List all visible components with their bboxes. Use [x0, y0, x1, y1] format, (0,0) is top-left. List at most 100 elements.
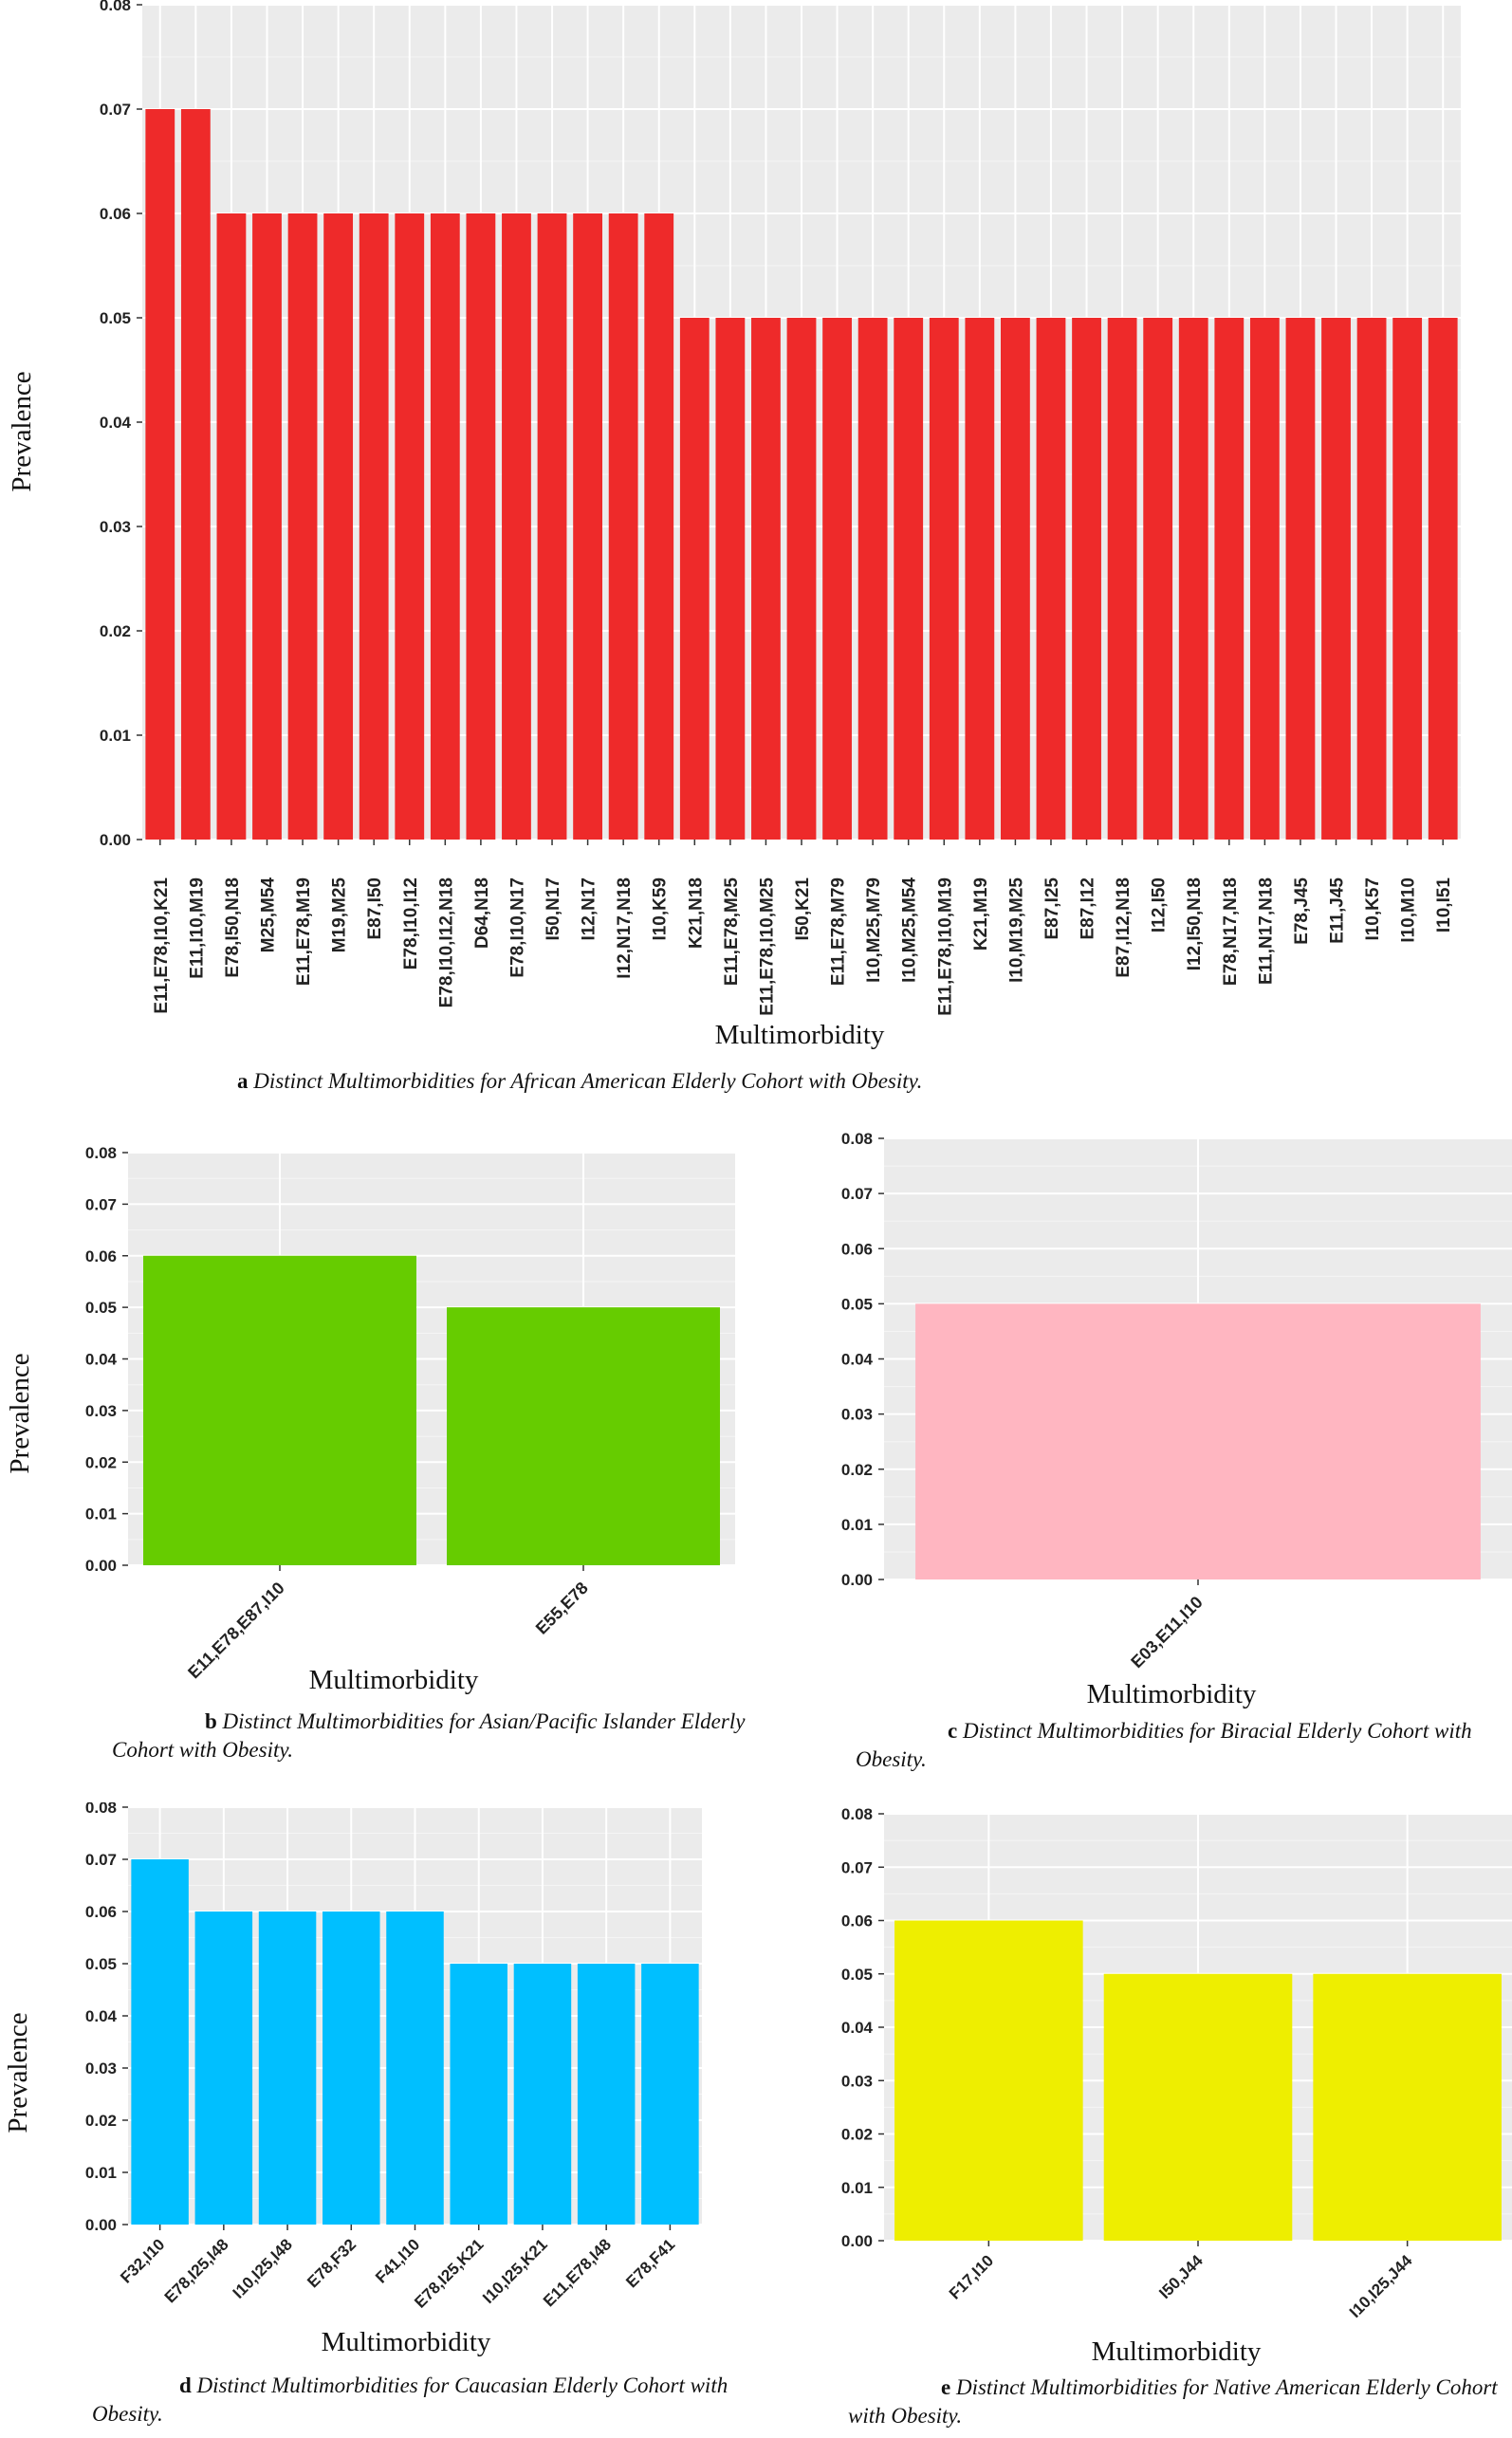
chart-a-ytick-label: 0.05 [100, 309, 131, 327]
chart-d: 0.00 0.01 0.02 0.03 0.04 0.05 0.06 0.07 0.08 F32,… [3, 1802, 702, 2357]
chart-c-ytick-label: 0.04 [841, 1351, 874, 1369]
chart-a-ytick-label: 0.01 [100, 727, 131, 745]
chart-b-ytick-label: 0.02 [85, 1453, 117, 1471]
chart-e-bar [894, 1920, 1083, 2241]
chart-a-ytick-label: 0.07 [100, 101, 131, 119]
chart-d-ytick-label: 0.01 [85, 2164, 117, 2182]
chart-c-bar [915, 1303, 1481, 1579]
chart-a-bar [145, 109, 175, 840]
chart-a-xtick-label: I12,N17 [580, 877, 599, 941]
chart-b-ytick-label: 0.01 [85, 1505, 117, 1524]
chart-c-ytick-label: 0.01 [841, 1516, 873, 1534]
chart-a-xtick-label: M25,M54 [258, 877, 278, 953]
chart-a-bar [1285, 318, 1316, 840]
chart-a-bar [1178, 318, 1208, 840]
chart-a-bar [430, 213, 460, 840]
chart-c-ytick-label: 0.07 [841, 1185, 873, 1203]
chart-a-xtick-label: K21,N18 [686, 877, 706, 949]
chart-a: 0.00 0.01 0.02 0.03 0.04 0.05 0.06 0.07 0.08 E11,… [7, 0, 1461, 1050]
chart-a-xtick-label: E11,E78,M25 [722, 877, 742, 987]
chart-c-xtick-label: E03,E11,I10 [1127, 1593, 1207, 1672]
chart-a-xtick-label: I12,I50 [1150, 877, 1170, 933]
chart-a-bar [857, 318, 888, 840]
chart-a-xtick-label: I10,I51 [1434, 877, 1454, 933]
chart-d-ytick-label: 0.06 [85, 1903, 117, 1921]
chart-c-ytick-label: 0.02 [841, 1461, 873, 1479]
chart-e-ytick-label: 0.00 [841, 2232, 873, 2250]
chart-d-ytick-label: 0.04 [85, 2007, 118, 2025]
chart-a-bar [502, 213, 531, 840]
chart-a-bar [180, 109, 211, 840]
chart-a-bar [359, 213, 389, 840]
caption-d-text: Distinct Multimorbidities for Caucasian … [92, 2373, 728, 2426]
chart-a-bar [1107, 318, 1137, 840]
chart-a-bar [287, 213, 318, 840]
chart-a-bar [751, 318, 781, 840]
chart-a-xtick-label: D64,N18 [472, 877, 492, 949]
caption-a: a Distinct Multimorbidities for African … [237, 1067, 1375, 1096]
chart-a-xtick-label: E87,I25 [1042, 877, 1062, 940]
chart-a-xtick-label: E78,J45 [1292, 877, 1312, 945]
chart-a-xtick-label: E11,I10,M19 [187, 877, 207, 979]
chart-a-ytick-label: 0.02 [100, 622, 131, 640]
chart-d-xlabel: Multimorbidity [322, 2327, 491, 2357]
chart-d-xtick-label: E78,F41 [622, 2235, 678, 2291]
chart-c: 0.00 0.01 0.02 0.03 0.04 0.05 0.06 0.07 0.08 E03,… [841, 1130, 1512, 1709]
chart-d-bar [641, 1964, 699, 2225]
chart-a-xtick-label: E11,J45 [1328, 877, 1348, 944]
chart-d-bar [194, 1912, 253, 2225]
chart-a-xtick-label: I10,M10 [1399, 877, 1419, 943]
chart-e-xtick-label: I50,J44 [1155, 2251, 1207, 2302]
chart-a-xtick-label: E11,E78,M19 [294, 877, 314, 986]
chart-b-ytick-label: 0.05 [85, 1299, 117, 1317]
caption-d-letter: d [179, 2373, 192, 2397]
chart-d-bar [450, 1964, 507, 2225]
chart-d-bar [258, 1912, 317, 2225]
chart-a-xtick-label: I10,M19,M25 [1006, 877, 1026, 983]
chart-d-xtick-label: E78,I25,I48 [161, 2235, 232, 2306]
chart-d-ytick-label: 0.08 [85, 1802, 117, 1817]
caption-b-letter: b [205, 1709, 217, 1733]
chart-d-ytick-label: 0.05 [85, 1955, 117, 1973]
chart-a-ytick-label: 0.08 [100, 0, 131, 14]
chart-a-xtick-label: I50,N17 [544, 877, 563, 941]
chart-a-bar [1428, 318, 1458, 840]
chart-a-xtick-label: I12,I50,N18 [1185, 877, 1205, 970]
chart-b-ytick-label: 0.03 [85, 1402, 117, 1420]
chart-d-bar [386, 1912, 444, 2225]
chart-c-ytick-label: 0.00 [841, 1571, 873, 1589]
chart-e: 0.00 0.01 0.02 0.03 0.04 0.05 0.06 0.07 0.08 F17,… [841, 1805, 1512, 2367]
chart-a-bar [1214, 318, 1245, 840]
chart-b-ylabel: Prevalence [5, 1353, 35, 1473]
caption-b: b Distinct Multimorbidities for Asian/Pa… [112, 1708, 766, 1764]
chart-a-xlabel: Multimorbidity [715, 1020, 885, 1050]
caption-d: d Distinct Multimorbidities for Caucasia… [92, 2372, 775, 2429]
caption-e-letter: e [941, 2375, 951, 2399]
chart-a-ytick-label: 0.04 [100, 414, 132, 432]
chart-a-xtick-label: I10,K57 [1363, 877, 1383, 941]
chart-a-ytick-label: 0.00 [100, 831, 131, 849]
chart-d-ylabel: Prevalence [3, 2012, 33, 2133]
chart-b-bar [143, 1255, 416, 1565]
chart-d-bar [577, 1964, 636, 2225]
chart-d-ytick-label: 0.02 [85, 2112, 117, 2130]
chart-d-xtick-label: E78,F32 [304, 2235, 360, 2291]
chart-a-xtick-label: E87,I50 [365, 877, 385, 940]
chart-d-ytick-label: 0.07 [85, 1851, 117, 1869]
chart-a-xtick-label: E78,N17,N18 [1221, 877, 1241, 986]
chart-a-ylabel: Prevalence [7, 371, 37, 491]
chart-c-ytick-label: 0.06 [841, 1240, 873, 1258]
chart-d-xtick-label: F41,I10 [372, 2235, 423, 2286]
chart-b-ytick-label: 0.00 [85, 1557, 117, 1575]
chart-a-bar [466, 213, 496, 840]
chart-a-bar [216, 213, 247, 840]
chart-b-xtick-label: E11,E78,E87,I10 [184, 1579, 288, 1683]
chart-b: 0.00 0.01 0.02 0.03 0.04 0.05 0.06 0.07 0.08 E11,… [5, 1144, 735, 1695]
chart-a-xtick-label: K21,M19 [971, 877, 991, 951]
chart-a-bar [1072, 318, 1101, 840]
chart-a-bar [1001, 318, 1030, 840]
caption-a-letter: a [237, 1069, 249, 1093]
chart-e-group: 0.00 0.01 0.02 0.03 0.04 0.05 0.06 0.07 0.08 F17,… [841, 1805, 1512, 2367]
chart-a-bar [1392, 318, 1423, 840]
chart-a-xtick-label: E11,E78,I10,K21 [152, 877, 172, 1014]
